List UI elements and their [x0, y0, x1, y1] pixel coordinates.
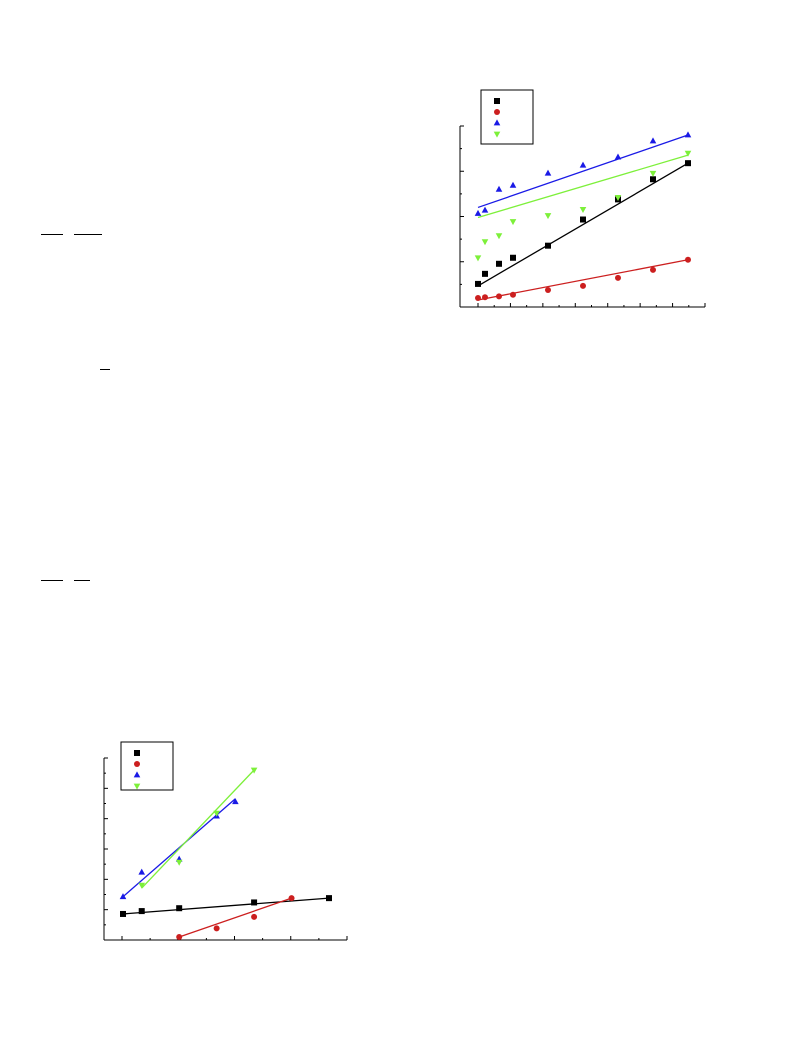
- data-point: [684, 150, 692, 157]
- fit-line-4: [141, 769, 255, 889]
- fit-line-3: [122, 798, 236, 898]
- chart-axes: [459, 125, 706, 308]
- data-point: [482, 270, 488, 277]
- legend-marker-3: [133, 771, 141, 778]
- data-point: [579, 207, 587, 214]
- data-point: [545, 286, 551, 293]
- data-point: [175, 859, 183, 866]
- data-point: [481, 239, 489, 246]
- legend-marker-1: [134, 750, 140, 756]
- chart-axes: [103, 757, 348, 941]
- data-point: [580, 216, 586, 223]
- fit-line-1: [122, 897, 330, 915]
- data-point: [474, 209, 482, 216]
- data-point: [580, 282, 586, 289]
- data-point: [176, 905, 183, 912]
- legend: [120, 741, 174, 791]
- fit-line-2: [178, 897, 292, 938]
- data-point: [232, 798, 239, 805]
- data-point: [495, 233, 503, 240]
- data-point: [496, 293, 502, 300]
- legend-marker-4: [133, 783, 141, 790]
- data-point: [685, 256, 691, 263]
- data-point: [475, 295, 481, 301]
- data-point: [213, 925, 220, 932]
- data-point: [495, 185, 503, 192]
- data-point: [685, 160, 691, 167]
- data-point: [119, 893, 127, 900]
- legend-marker-2: [494, 109, 500, 115]
- data-point: [510, 254, 516, 261]
- data-point: [138, 868, 146, 875]
- fit-lines: [122, 769, 330, 938]
- data-point: [509, 219, 517, 226]
- data-point: [482, 294, 488, 301]
- legend-marker-1: [494, 98, 500, 104]
- fit-line-1: [477, 162, 689, 287]
- fraction-bar: [41, 580, 63, 581]
- data-point: [176, 934, 183, 940]
- data-point: [649, 170, 657, 177]
- data-point: [510, 291, 516, 298]
- data-point: [251, 899, 258, 906]
- data-point: [684, 131, 692, 138]
- data-point: [545, 242, 551, 249]
- data-point: [649, 137, 657, 144]
- data-point: [544, 213, 552, 220]
- data-point: [650, 266, 656, 273]
- legend-box: [120, 741, 174, 791]
- fraction-bar: [74, 580, 90, 581]
- data-point: [544, 169, 552, 176]
- fraction-bar: [74, 234, 102, 235]
- data-point: [138, 882, 146, 889]
- data-point: [138, 908, 145, 915]
- data-point: [288, 895, 295, 902]
- fit-line-3: [477, 134, 689, 209]
- fit-line-4: [477, 154, 689, 219]
- data-point: [650, 176, 656, 183]
- data-point: [475, 280, 481, 287]
- legend-box: [480, 89, 534, 145]
- data-points: [474, 131, 692, 301]
- data-points: [119, 767, 332, 940]
- data-point: [213, 810, 220, 817]
- data-point: [509, 181, 517, 188]
- data-point: [579, 161, 587, 168]
- legend-marker-3: [493, 119, 501, 126]
- data-point: [614, 153, 622, 160]
- data-point: [251, 913, 258, 920]
- fraction-bar: [41, 234, 63, 235]
- data-point: [481, 206, 489, 213]
- legend-marker-4: [493, 131, 501, 138]
- legend: [480, 89, 534, 145]
- data-point: [614, 194, 622, 201]
- data-point: [250, 767, 258, 774]
- data-point: [474, 255, 482, 262]
- data-point: [120, 910, 126, 917]
- data-point: [326, 895, 332, 902]
- data-point: [615, 274, 621, 281]
- data-point: [496, 260, 502, 267]
- fraction-bar: [100, 369, 110, 370]
- legend-marker-2: [134, 761, 140, 767]
